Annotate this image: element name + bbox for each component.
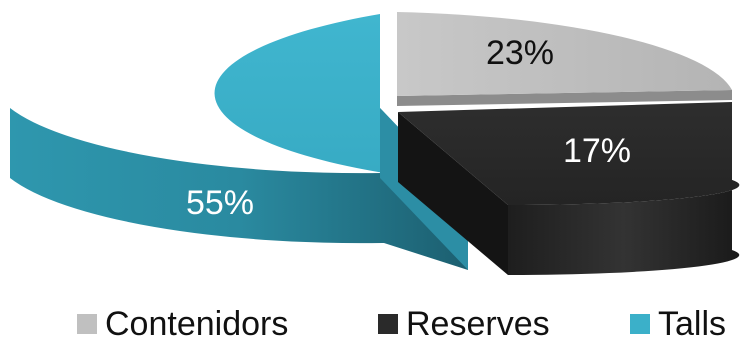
legend-label-reserves: Reserves [406, 305, 550, 343]
legend: Contenidors Reserves Talls [0, 303, 740, 345]
pie-chart: 23% 17% 55% [10, 12, 740, 276]
slice-reserves-face [398, 112, 508, 275]
slice-reserves-side [508, 180, 740, 276]
legend-swatch-contenidors [77, 314, 97, 334]
data-label-talls: 55% [186, 184, 254, 222]
legend-swatch-reserves [378, 314, 398, 334]
slice-contenidors-top [397, 12, 732, 96]
slice-reserves [398, 102, 740, 276]
data-label-reserves: 17% [563, 132, 631, 170]
legend-item-talls: Talls [630, 303, 726, 345]
legend-label-contenidors: Contenidors [105, 305, 289, 343]
legend-label-talls: Talls [658, 305, 727, 343]
slice-reserves-top [398, 102, 740, 206]
slice-talls-side [10, 108, 468, 270]
slice-contenidors-side [397, 90, 732, 106]
legend-item-reserves: Reserves [378, 303, 550, 345]
slice-contenidors [397, 12, 732, 106]
legend-item-contenidors: Contenidors [77, 303, 288, 345]
data-label-contenidors: 23% [486, 34, 554, 72]
legend-swatch-talls [630, 314, 650, 334]
